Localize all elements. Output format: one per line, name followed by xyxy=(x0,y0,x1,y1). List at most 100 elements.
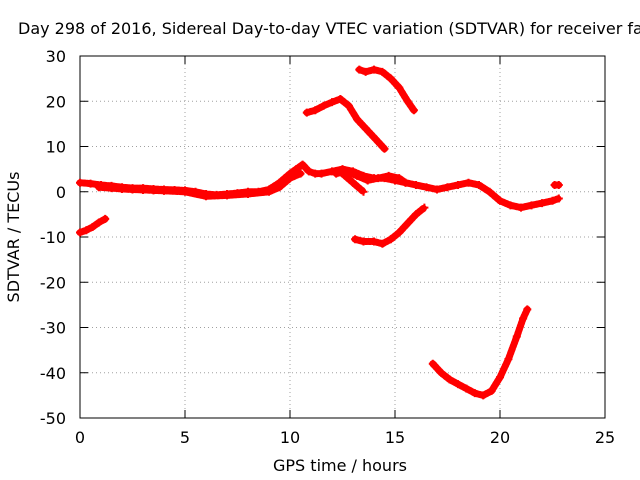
data-point xyxy=(139,185,147,194)
data-point xyxy=(286,174,294,183)
data-point xyxy=(319,101,328,110)
data-point xyxy=(437,368,446,377)
data-point xyxy=(370,133,378,142)
y-tick-label: 0 xyxy=(56,183,66,202)
data-point xyxy=(311,106,320,115)
data-point xyxy=(485,187,494,196)
data-point xyxy=(380,144,389,153)
data-point xyxy=(370,65,378,74)
data-point xyxy=(395,228,404,237)
data-point xyxy=(395,83,404,92)
data-point xyxy=(506,201,515,210)
data-point xyxy=(94,218,103,227)
x-tick-label: 5 xyxy=(180,428,190,447)
x-tick-label: 15 xyxy=(385,428,405,447)
x-axis: 0 5 10 15 20 25 xyxy=(75,56,615,447)
data-point xyxy=(464,178,473,187)
data-point xyxy=(363,176,372,185)
data-point xyxy=(296,169,305,178)
data-point xyxy=(304,167,313,176)
data-point xyxy=(370,237,378,246)
data-point xyxy=(443,183,452,192)
data-point xyxy=(475,180,483,189)
y-tick-label: -30 xyxy=(40,319,66,338)
data-point xyxy=(433,185,441,194)
data-point xyxy=(118,185,126,194)
y-axis-label: SDTVAR / TECUs xyxy=(4,172,23,303)
data-point xyxy=(349,178,357,187)
data-point xyxy=(374,174,383,183)
y-tick-label: 20 xyxy=(46,92,66,111)
y-tick-label: -10 xyxy=(40,228,66,247)
data-point xyxy=(107,184,116,193)
y-tick-label: 30 xyxy=(46,47,66,66)
data-point xyxy=(462,384,471,393)
data-point xyxy=(338,169,347,178)
data-point xyxy=(351,235,360,244)
data-point xyxy=(275,183,284,192)
data-point xyxy=(101,214,110,223)
data-point xyxy=(378,239,387,248)
data-point xyxy=(470,389,479,398)
data-point xyxy=(519,314,528,323)
data-point xyxy=(454,380,462,389)
data-point xyxy=(353,115,362,124)
data-point xyxy=(88,223,97,232)
x-tick-label: 10 xyxy=(280,428,300,447)
data-point xyxy=(395,174,404,183)
data-point xyxy=(422,183,431,192)
data-point xyxy=(355,65,364,74)
data-series xyxy=(76,65,563,400)
data-point xyxy=(160,186,168,195)
chart-title: Day 298 of 2016, Sidereal Day-to-day VTE… xyxy=(18,19,640,38)
data-point xyxy=(317,169,326,178)
data-point xyxy=(359,187,368,196)
x-tick-label: 0 xyxy=(75,428,85,447)
data-point xyxy=(94,183,103,192)
grid-lines xyxy=(80,56,605,418)
data-point xyxy=(412,210,420,219)
series-trace xyxy=(429,305,531,399)
data-point xyxy=(265,187,273,196)
data-point xyxy=(76,178,84,187)
y-tick-label: -20 xyxy=(40,273,66,292)
data-point xyxy=(538,199,546,208)
data-point xyxy=(504,355,513,364)
y-tick-label: -50 xyxy=(40,409,66,428)
data-point xyxy=(487,386,496,395)
data-point xyxy=(336,94,345,103)
data-point xyxy=(386,74,395,83)
data-point xyxy=(384,171,393,180)
data-point xyxy=(328,98,336,107)
series-trace xyxy=(76,161,563,212)
data-point xyxy=(412,180,420,189)
data-point xyxy=(401,178,410,187)
y-tick-label: 10 xyxy=(46,138,66,157)
data-point xyxy=(409,106,418,115)
data-point xyxy=(428,359,437,368)
data-point xyxy=(76,228,84,237)
data-point xyxy=(403,219,412,228)
data-point xyxy=(223,191,231,200)
data-point xyxy=(479,391,488,400)
y-tick-label: -40 xyxy=(40,364,66,383)
data-point xyxy=(359,237,368,246)
data-point xyxy=(361,67,370,76)
data-point xyxy=(386,235,395,244)
data-point xyxy=(517,203,525,212)
data-point xyxy=(353,171,362,180)
data-point xyxy=(361,124,370,133)
data-point xyxy=(454,180,462,189)
data-point xyxy=(378,67,387,76)
data-point xyxy=(496,196,504,205)
data-point xyxy=(445,375,454,384)
data-point xyxy=(202,192,210,201)
plot-frame xyxy=(79,55,606,419)
data-point xyxy=(344,101,353,110)
data-point xyxy=(523,305,532,314)
data-point xyxy=(512,332,521,341)
data-point xyxy=(403,97,412,106)
data-point xyxy=(554,194,563,203)
data-point xyxy=(149,186,158,195)
